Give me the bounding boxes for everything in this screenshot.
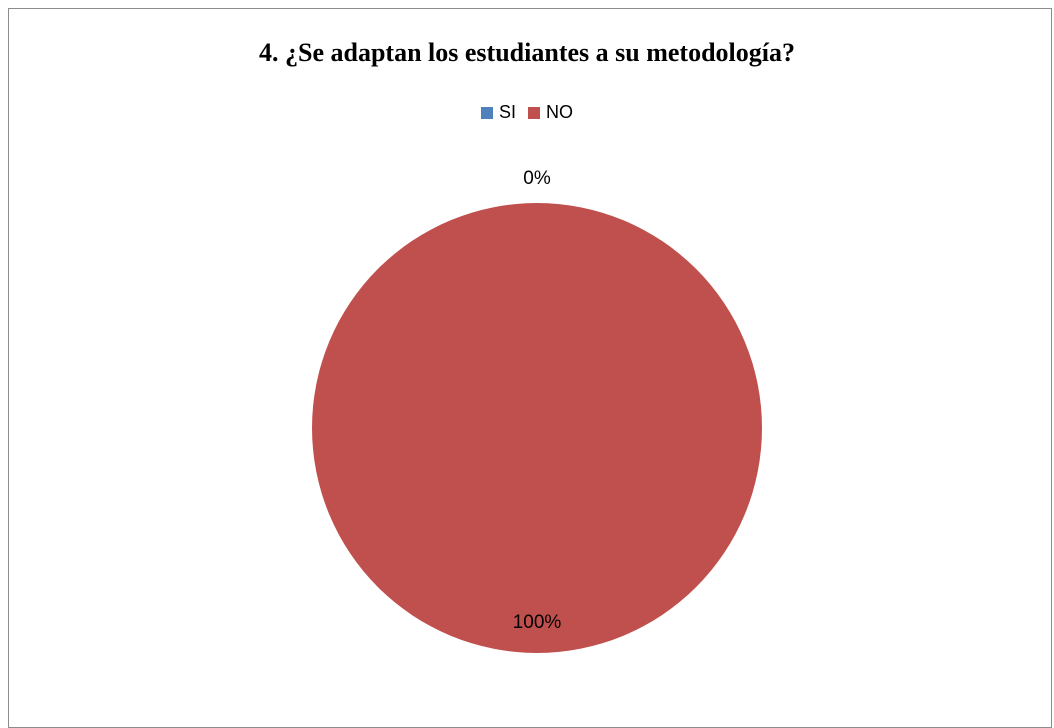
chart-title: 4. ¿Se adaptan los estudiantes a su meto… — [259, 38, 795, 67]
legend-label-no: NO — [546, 102, 573, 122]
legend-swatch-no — [528, 106, 540, 119]
data-label-no: 100% — [513, 612, 562, 633]
legend-item-no: NO — [528, 102, 573, 123]
pie-slice-no — [312, 203, 762, 653]
data-label-si: 0% — [523, 168, 551, 189]
legend-item-si: SI — [480, 102, 516, 123]
legend-swatch-si — [480, 106, 493, 119]
pie-chart: 0% 100% — [312, 168, 762, 653]
legend-label-si: SI — [498, 102, 516, 122]
legend: SI NO — [0, 102, 1054, 123]
